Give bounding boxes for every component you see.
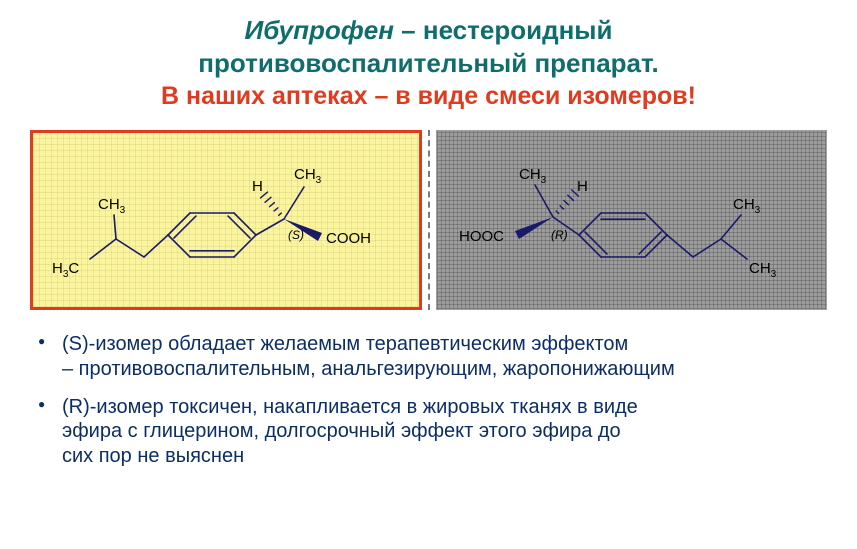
svg-text:(S): (S) bbox=[288, 228, 304, 242]
bullet-1-line-2: – противовоспалительным, анальгезирующим… bbox=[62, 358, 675, 380]
svg-text:HOOC: HOOC bbox=[459, 228, 504, 245]
title-line-3: В наших аптеках – в виде смеси изомеров! bbox=[30, 81, 827, 112]
title-line-2: противовоспалительный препарат. bbox=[30, 47, 827, 80]
bullet-2-line-1: (R)-изомер токсичен, накапливается в жир… bbox=[62, 396, 638, 418]
s-isomer-panel: CH3 H COOH (S) CH3 H3C bbox=[30, 130, 422, 310]
bullet-2-line-2: эфира с глицерином, долгосрочный эффект … bbox=[62, 420, 621, 442]
svg-text:H3C: H3C bbox=[52, 260, 79, 280]
svg-text:CH3: CH3 bbox=[733, 196, 761, 216]
svg-text:CH3: CH3 bbox=[294, 166, 322, 186]
drug-name: Ибупрофен bbox=[245, 15, 394, 45]
svg-text:H: H bbox=[577, 178, 588, 195]
r-isomer-structure: CH3 H HOOC (R) CH3 CH3 bbox=[441, 135, 821, 305]
svg-text:(R): (R) bbox=[551, 228, 568, 242]
bullet-1: (S)-изомер обладает желаемым терапевтиче… bbox=[62, 332, 823, 381]
bullet-list: (S)-изомер обладает желаемым терапевтиче… bbox=[34, 332, 823, 468]
title-rest-1: – нестероидный bbox=[394, 15, 613, 45]
svg-text:H: H bbox=[252, 178, 263, 195]
s-isomer-structure: CH3 H COOH (S) CH3 H3C bbox=[36, 135, 416, 305]
panel-divider bbox=[428, 130, 430, 310]
svg-text:CH3: CH3 bbox=[98, 196, 126, 216]
bullet-2-line-3: сих пор не выяснен bbox=[62, 445, 244, 467]
svg-text:CH3: CH3 bbox=[519, 166, 547, 186]
r-isomer-panel: CH3 H HOOC (R) CH3 CH3 bbox=[436, 130, 828, 310]
slide-title: Ибупрофен – нестероидный противовоспалит… bbox=[30, 14, 827, 112]
structure-panels: CH3 H COOH (S) CH3 H3C CH3 H HOOC (R) CH3 CH3 bbox=[30, 130, 827, 310]
bullet-2: (R)-изомер токсичен, накапливается в жир… bbox=[62, 395, 823, 468]
svg-text:COOH: COOH bbox=[326, 230, 371, 247]
svg-text:CH3: CH3 bbox=[749, 260, 777, 280]
slide: Ибупрофен – нестероидный противовоспалит… bbox=[0, 0, 857, 549]
title-line-1: Ибупрофен – нестероидный bbox=[30, 14, 827, 47]
bullet-1-line-1: (S)-изомер обладает желаемым терапевтиче… bbox=[62, 333, 628, 355]
